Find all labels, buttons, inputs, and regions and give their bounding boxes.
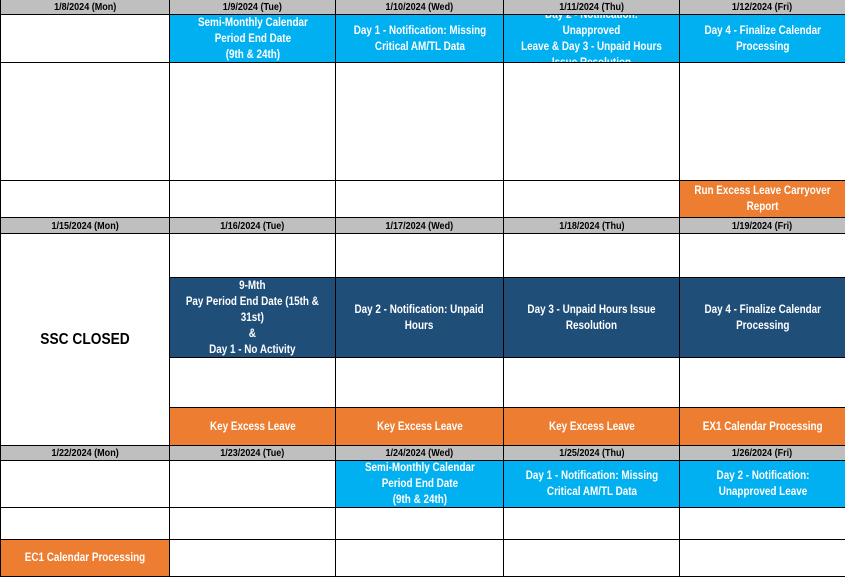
event-cell[interactable]: Key Excess Leave — [504, 408, 680, 446]
empty-cell[interactable] — [504, 181, 680, 218]
date-header[interactable]: 1/9/2024 (Tue) — [170, 0, 336, 15]
empty-cell[interactable] — [336, 63, 504, 181]
cell-text: 1/26/2024 (Fri) — [732, 447, 793, 459]
date-header[interactable]: 1/10/2024 (Wed) — [336, 0, 504, 15]
empty-cell[interactable] — [504, 358, 680, 408]
empty-cell[interactable] — [1, 15, 170, 63]
event-cell[interactable]: Day 4 - Finalize Calendar Processing — [680, 278, 845, 358]
cell-text: Day 4 - Finalize Calendar Processing — [704, 24, 821, 53]
cell-text: EX1 Calendar Processing — [702, 420, 823, 433]
event-cell[interactable]: Semi-Monthly Calendar Period End Date (9… — [170, 15, 336, 63]
date-header[interactable]: 1/8/2024 (Mon) — [1, 0, 170, 15]
event-cell[interactable]: Run Excess Leave Carryover Report — [680, 181, 845, 218]
date-header[interactable]: 1/18/2024 (Thu) — [504, 218, 680, 234]
empty-cell[interactable] — [170, 461, 336, 508]
empty-cell[interactable] — [504, 234, 680, 278]
cell-text: 1/25/2024 (Thu) — [558, 447, 625, 459]
date-header[interactable]: 1/15/2024 (Mon) — [1, 218, 170, 234]
event-cell[interactable]: Day 1 - Notification: Missing Critical A… — [336, 15, 504, 63]
empty-cell[interactable] — [680, 540, 845, 577]
event-cell[interactable]: Day 2 - Notification: Unapproved Leave — [680, 461, 845, 508]
cell-text: Semi-Monthly Calendar Period End Date (9… — [364, 462, 475, 506]
empty-cell[interactable] — [336, 508, 504, 540]
cell-text: 1/22/2024 (Mon) — [51, 447, 119, 459]
empty-cell[interactable] — [336, 234, 504, 278]
cell-text: 9-Mth Pay Period End Date (15th & 31st) … — [185, 279, 320, 356]
cell-text: Key Excess Leave — [548, 420, 635, 433]
event-cell[interactable]: Day 4 - Finalize Calendar Processing — [680, 15, 845, 63]
date-header[interactable]: 1/12/2024 (Fri) — [680, 0, 845, 15]
event-cell[interactable]: Semi-Monthly Calendar Period End Date (9… — [336, 461, 504, 508]
cell-text: SSC CLOSED — [40, 330, 130, 348]
event-cell[interactable]: EC1 Calendar Processing — [1, 540, 170, 577]
empty-cell[interactable] — [170, 234, 336, 278]
cell-text: Key Excess Leave — [209, 420, 296, 433]
event-cell[interactable]: 9-Mth Pay Period End Date (15th & 31st) … — [170, 278, 336, 358]
event-cell[interactable]: Day 3 - Unpaid Hours Issue Resolution — [504, 278, 680, 358]
event-cell[interactable]: Day 2 - Notification: Unapproved Leave &… — [504, 15, 680, 63]
empty-cell[interactable] — [680, 63, 845, 181]
cell-text: 1/24/2024 (Wed) — [385, 447, 454, 459]
empty-cell[interactable] — [504, 508, 680, 540]
empty-cell[interactable] — [1, 63, 170, 181]
date-header[interactable]: 1/22/2024 (Mon) — [1, 446, 170, 461]
date-header[interactable]: 1/16/2024 (Tue) — [170, 218, 336, 234]
date-header[interactable]: 1/11/2024 (Thu) — [504, 0, 680, 15]
cell-text: 1/11/2024 (Thu) — [559, 1, 624, 13]
cell-text: Day 2 - Notification: Unapproved Leave — [716, 470, 809, 498]
cell-text: 1/19/2024 (Fri) — [732, 219, 793, 232]
event-cell[interactable]: Key Excess Leave — [170, 408, 336, 446]
cell-text: 1/17/2024 (Wed) — [385, 219, 454, 232]
cell-text: 1/23/2024 (Tue) — [220, 447, 285, 459]
empty-cell[interactable] — [336, 181, 504, 218]
empty-cell[interactable] — [1, 461, 170, 508]
empty-cell[interactable] — [1, 181, 170, 218]
empty-cell[interactable] — [170, 358, 336, 408]
empty-cell[interactable] — [170, 181, 336, 218]
cell-text: Day 1 - Notification: Missing Critical A… — [353, 24, 486, 53]
cell-text: Semi-Monthly Calendar Period End Date (9… — [197, 16, 308, 61]
empty-cell[interactable] — [680, 358, 845, 408]
date-header[interactable]: 1/24/2024 (Wed) — [336, 446, 504, 461]
empty-cell[interactable] — [680, 234, 845, 278]
empty-cell[interactable] — [170, 540, 336, 577]
closed-cell[interactable]: SSC CLOSED — [1, 234, 170, 446]
cell-text: Day 2 - Notification: Unapproved Leave &… — [521, 15, 662, 63]
cell-text: Day 3 - Unpaid Hours Issue Resolution — [527, 303, 656, 332]
empty-cell[interactable] — [170, 63, 336, 181]
empty-cell[interactable] — [336, 358, 504, 408]
date-header[interactable]: 1/23/2024 (Tue) — [170, 446, 336, 461]
cell-text: 1/8/2024 (Mon) — [53, 1, 117, 13]
cell-text: Day 1 - Notification: Missing Critical A… — [525, 470, 658, 498]
empty-cell[interactable] — [504, 63, 680, 181]
date-header[interactable]: 1/19/2024 (Fri) — [680, 218, 845, 234]
cell-text: 1/16/2024 (Tue) — [220, 219, 285, 232]
empty-cell[interactable] — [504, 540, 680, 577]
event-cell[interactable]: EX1 Calendar Processing — [680, 408, 845, 446]
event-cell[interactable]: Key Excess Leave — [336, 408, 504, 446]
cell-text: 1/9/2024 (Tue) — [222, 1, 283, 13]
cell-text: 1/12/2024 (Fri) — [732, 1, 793, 13]
cell-text: Day 4 - Finalize Calendar Processing — [704, 303, 821, 332]
cell-text: 1/18/2024 (Thu) — [558, 219, 625, 232]
empty-cell[interactable] — [336, 540, 504, 577]
date-header[interactable]: 1/26/2024 (Fri) — [680, 446, 845, 461]
event-cell[interactable]: Day 2 - Notification: Unpaid Hours — [336, 278, 504, 358]
cell-text: 1/15/2024 (Mon) — [51, 219, 119, 232]
cell-text: 1/10/2024 (Wed) — [385, 1, 454, 13]
empty-cell[interactable] — [1, 508, 170, 540]
cell-text: Run Excess Leave Carryover Report — [694, 185, 831, 213]
event-cell[interactable]: Day 1 - Notification: Missing Critical A… — [504, 461, 680, 508]
cell-text: Day 2 - Notification: Unpaid Hours — [354, 303, 485, 332]
empty-cell[interactable] — [680, 508, 845, 540]
date-header[interactable]: 1/25/2024 (Thu) — [504, 446, 680, 461]
cell-text: Key Excess Leave — [376, 420, 463, 433]
empty-cell[interactable] — [170, 508, 336, 540]
cell-text: EC1 Calendar Processing — [24, 552, 146, 564]
date-header[interactable]: 1/17/2024 (Wed) — [336, 218, 504, 234]
